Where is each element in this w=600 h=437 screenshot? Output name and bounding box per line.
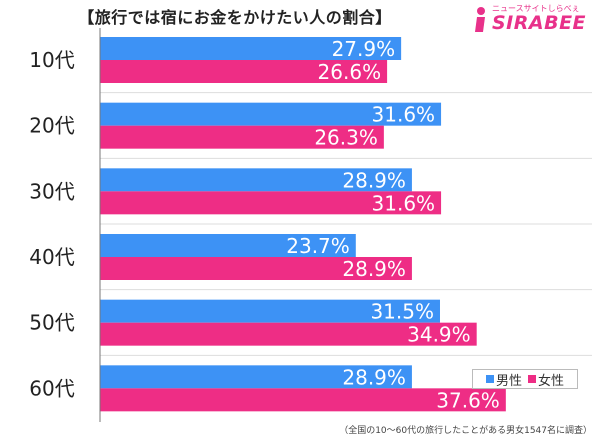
bar-male [100,234,356,257]
bar-male [100,37,402,60]
bar-male [100,102,442,126]
chart-title: 【旅行では宿にお金をかけたい人の割合】 [78,8,392,27]
category-label: 30代 [29,179,74,203]
bar-female [100,125,384,149]
bar-male [100,365,412,389]
logo-mark-icon [475,7,485,32]
legend-swatch-female [528,375,536,383]
category-label: 50代 [29,311,74,335]
bar-female [100,191,442,215]
category-label: 60代 [29,376,74,400]
data-label-female: 34.9% [407,323,471,347]
data-label-male: 27.9% [332,37,396,61]
category-label: 10代 [29,48,74,72]
data-label-male: 28.9% [342,168,406,192]
data-label-female: 26.3% [314,126,378,150]
legend-label-female: 女性 [538,373,565,389]
legend: 男性 女性 [472,369,578,389]
footnote: （全国の10〜60代の旅行したことがある男女1547名に調査） [339,426,592,436]
data-label-female: 37.6% [436,388,500,412]
data-label-male: 31.5% [370,300,434,324]
logo-kana: ニュースサイトしらべぇ [492,4,580,13]
bar-male [100,168,412,192]
data-label-male: 28.9% [342,365,406,389]
legend-label-male: 男性 [495,373,522,389]
bar-female [100,60,388,83]
data-label-female: 31.6% [372,191,436,215]
bar-female [100,257,412,280]
logo-name: SIRABEE [492,12,587,34]
bar-female [100,322,477,346]
data-label-female: 26.6% [318,60,382,84]
category-label: 40代 [29,245,74,269]
bar-female [100,388,506,412]
sirabee-logo: ニュースサイトしらべぇ SIRABEE [470,2,598,36]
legend-swatch-male [485,375,494,383]
data-label-male: 23.7% [286,234,350,258]
data-label-male: 31.6% [372,103,436,127]
legend-item-male: 男性 [485,370,522,389]
category-label: 20代 [29,114,74,138]
data-label-female: 28.9% [342,257,406,281]
legend-item-female: 女性 [528,370,564,389]
bar-male [100,299,440,323]
